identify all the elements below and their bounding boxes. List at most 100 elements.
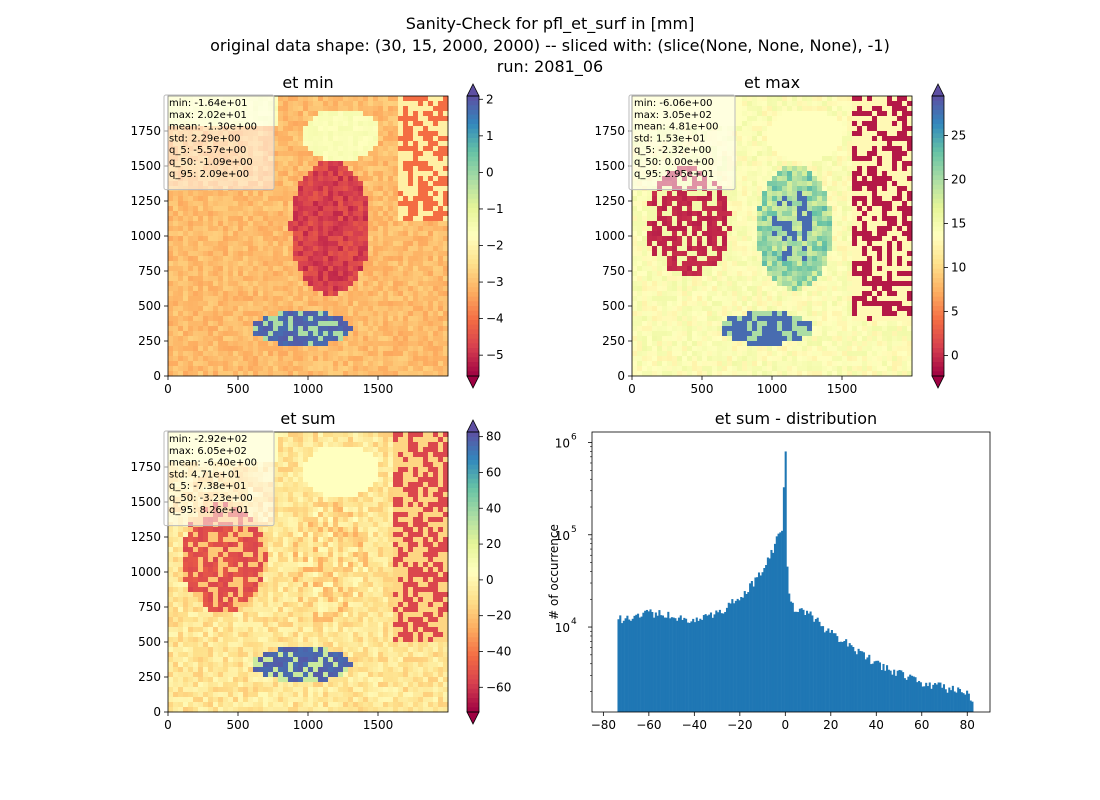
heatmap-cell — [293, 181, 299, 187]
heatmap-cell — [632, 336, 638, 342]
heatmap-cell — [762, 106, 768, 112]
heatmap-cell — [333, 141, 339, 147]
heatmap-cell — [353, 216, 359, 222]
heatmap-cell — [772, 221, 778, 227]
heatmap-cell — [188, 356, 194, 362]
heatmap-cell — [652, 341, 658, 347]
heatmap-cell — [293, 276, 299, 282]
colorbar-segment — [467, 240, 479, 246]
heatmap-cell — [203, 201, 209, 207]
heatmap-cell — [702, 326, 708, 332]
heatmap-cell — [697, 316, 703, 322]
heatmap-cell — [228, 371, 234, 377]
heatmap-cell — [398, 161, 404, 167]
heatmap-cell — [243, 221, 249, 227]
heatmap-cell — [263, 221, 269, 227]
heatmap-cell — [393, 321, 399, 327]
heatmap-cell — [228, 341, 234, 347]
heatmap-cell — [168, 221, 174, 227]
heatmap-cell — [403, 166, 409, 172]
heatmap-cell — [238, 226, 244, 232]
heatmap-cell — [727, 336, 733, 342]
heatmap-cell — [318, 371, 324, 377]
heatmap-cell — [732, 291, 738, 297]
heatmap-cell — [283, 216, 289, 222]
heatmap-cell — [363, 316, 369, 322]
heatmap-cell — [717, 226, 723, 232]
heatmap-cell — [218, 311, 224, 317]
heatmap-cell — [328, 371, 334, 377]
heatmap-cell — [273, 281, 279, 287]
heatmap-cell — [273, 201, 279, 207]
heatmap-cell — [313, 261, 319, 267]
heatmap-cell — [318, 181, 324, 187]
heatmap-cell — [383, 206, 389, 212]
heatmap-cell — [338, 116, 344, 122]
heatmap-cell — [208, 231, 214, 237]
heatmap-cell — [433, 181, 439, 187]
heatmap-cell — [358, 151, 364, 157]
heatmap-cell — [378, 156, 384, 162]
heatmap-cell — [348, 201, 354, 207]
heatmap-cell — [398, 131, 404, 137]
heatmap-cell — [732, 251, 738, 257]
heatmap-cell — [747, 141, 753, 147]
heatmap-cell — [243, 286, 249, 292]
heatmap-cell — [223, 276, 229, 282]
heatmap-cell — [348, 291, 354, 297]
heatmap-cell — [358, 321, 364, 327]
heatmap-cell — [368, 201, 374, 207]
heatmap-cell — [438, 361, 444, 367]
heatmap-cell — [338, 126, 344, 132]
heatmap-cell — [283, 121, 289, 127]
heatmap-cell — [238, 326, 244, 332]
heatmap-cell — [213, 261, 219, 267]
heatmap-cell — [418, 136, 424, 142]
heatmap-cell — [238, 281, 244, 287]
heatmap-cell — [293, 186, 299, 192]
heatmap-cell — [358, 356, 364, 362]
heatmap-cell — [353, 306, 359, 312]
heatmap-cell — [233, 201, 239, 207]
heatmap-cell — [378, 171, 384, 177]
heatmap-cell — [303, 211, 309, 217]
heatmap-cell — [198, 351, 204, 357]
stats-box-background — [163, 94, 275, 191]
heatmap-cell — [313, 331, 319, 337]
heatmap-cell — [433, 366, 439, 372]
heatmap-cell — [682, 346, 688, 352]
heatmap-cell — [168, 341, 174, 347]
heatmap-cell — [642, 231, 648, 237]
heatmap-cell — [777, 346, 783, 352]
heatmap-cell — [258, 301, 264, 307]
heatmap-cell — [388, 371, 394, 377]
heatmap-cell — [682, 236, 688, 242]
heatmap-cell — [777, 351, 783, 357]
heatmap-cell — [418, 261, 424, 267]
heatmap-cell — [178, 291, 184, 297]
heatmap-cell — [168, 206, 174, 212]
heatmap-cell — [443, 126, 449, 132]
colorbar-segment — [467, 268, 479, 274]
heatmap-cell — [647, 311, 653, 317]
heatmap-cell — [203, 291, 209, 297]
heatmap-cell — [647, 211, 653, 217]
heatmap-cell — [168, 366, 174, 372]
heatmap-cell — [198, 266, 204, 272]
heatmap-cell — [677, 326, 683, 332]
heatmap-cell — [413, 121, 419, 127]
heatmap-cell — [283, 326, 289, 332]
heatmap-cell — [637, 266, 643, 272]
heatmap-cell — [323, 211, 329, 217]
heatmap-cell — [288, 196, 294, 202]
heatmap-cell — [777, 356, 783, 362]
heatmap-cell — [747, 161, 753, 167]
heatmap-cell — [712, 246, 718, 252]
heatmap-cell — [373, 101, 379, 107]
heatmap-cell — [348, 191, 354, 197]
heatmap-cell — [752, 311, 758, 317]
heatmap-cell — [168, 281, 174, 287]
heatmap-cell — [772, 111, 778, 117]
heatmap-cell — [288, 366, 294, 372]
heatmap-cell — [368, 306, 374, 312]
